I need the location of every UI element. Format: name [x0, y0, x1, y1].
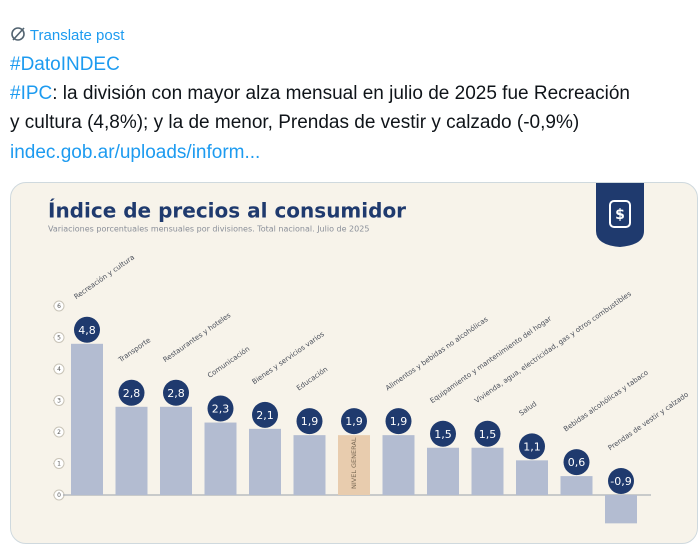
value-label: 1,1 [523, 440, 541, 453]
value-label: 1,5 [434, 428, 452, 441]
logo [596, 183, 644, 247]
y-tick-label: 3 [57, 398, 61, 405]
bar [249, 428, 281, 495]
value-label: 2,8 [123, 387, 141, 400]
hashtag-link[interactable]: #IPC [10, 83, 53, 104]
x-label: Prendas de vestir y calzado [607, 391, 690, 453]
y-tick-label: 1 [57, 461, 61, 468]
x-label: Restaurantes y hoteles [162, 311, 233, 364]
bar [115, 406, 148, 495]
x-label: Educación [295, 365, 329, 392]
tick-dot [53, 458, 65, 469]
tick-dot [53, 363, 65, 375]
translate-link[interactable]: Translate post [29, 27, 125, 44]
value-badge [563, 449, 590, 476]
post-text: #IPC: la división con mayor alza mensual… [10, 79, 700, 108]
value-label: 0,6 [568, 456, 586, 469]
tick-dot [53, 300, 65, 312]
value-badge [341, 408, 367, 435]
tick-dot [53, 332, 65, 343]
value-label: 1,9 [345, 415, 363, 428]
bar [516, 460, 548, 495]
bar [293, 435, 326, 495]
hashtag-link[interactable]: #DatoINDEC [10, 54, 120, 75]
value-label: 2,8 [167, 387, 185, 400]
bar [427, 447, 459, 495]
value-badge [385, 408, 412, 435]
x-label: Alimentos y bebidas no alcohólicas [384, 315, 490, 392]
x-label: Recreación y cultura [73, 253, 136, 301]
post-text: y cultura (4,8%); y la de menor, Prendas… [10, 108, 700, 137]
bar [204, 422, 237, 495]
tick-dot [53, 426, 65, 438]
value-badge [118, 379, 145, 406]
value-label: -0,9 [610, 475, 631, 488]
bar [338, 435, 370, 495]
post-link[interactable]: indec.gob.ar/uploads/inform... [10, 138, 700, 167]
text: y cultura (4,8%); y la de menor, Prendas… [10, 112, 580, 133]
value-label: 4,8 [78, 324, 96, 337]
value-badge [474, 420, 501, 447]
value-badge [74, 316, 100, 343]
value-label: 2,1 [256, 409, 274, 422]
y-tick-label: 2 [57, 429, 61, 436]
value-badge [252, 401, 278, 428]
y-tick-label: 0 [57, 492, 61, 499]
page: Translate post #DatoINDEC #IPC: la divis… [10, 26, 700, 544]
chart-title: Índice de precios al consumidor [48, 199, 406, 223]
y-tick-label: 4 [57, 366, 61, 373]
link[interactable]: indec.gob.ar/uploads/inform... [10, 142, 261, 163]
x-label: Vivienda, agua, electricidad, gas y otro… [473, 290, 633, 405]
value-badge [608, 468, 634, 494]
x-label: Salud [518, 400, 539, 418]
x-label: Comunicación [206, 345, 251, 380]
bar [560, 476, 593, 495]
bar [605, 495, 637, 524]
y-tick-label: 5 [57, 335, 61, 342]
chart-subtitle: Variaciones porcentuales mensuales por d… [48, 225, 369, 234]
hashtag[interactable]: #DatoINDEC [10, 50, 700, 79]
logo-tag [609, 200, 631, 228]
value-label: 1,5 [479, 428, 497, 441]
translate[interactable]: Translate post [10, 26, 124, 44]
chart: Índice de precios al consumidor Variacio… [48, 183, 690, 524]
text: : la división con mayor alza mensual en … [52, 83, 630, 104]
image-card[interactable]: Índice de precios al consumidor Variacio… [10, 182, 698, 544]
translate-icon [11, 27, 25, 41]
value-badge [519, 433, 545, 460]
bar [382, 435, 415, 495]
value-badge [207, 395, 234, 422]
x-label: Transporte [116, 336, 152, 364]
bar [160, 406, 192, 495]
x-label: NIVEL GENERAL [350, 437, 358, 489]
value-badge [296, 408, 323, 435]
bar [71, 343, 103, 495]
y-tick-label: 6 [57, 303, 61, 310]
bar [471, 447, 504, 495]
tick-dot [53, 395, 65, 406]
value-badge [163, 379, 189, 406]
value-label: 1,9 [301, 415, 319, 428]
value-label: 2,3 [212, 403, 230, 416]
value-label: 1,9 [390, 415, 408, 428]
value-badge [430, 420, 456, 447]
logo-symbol: $ [615, 207, 625, 223]
